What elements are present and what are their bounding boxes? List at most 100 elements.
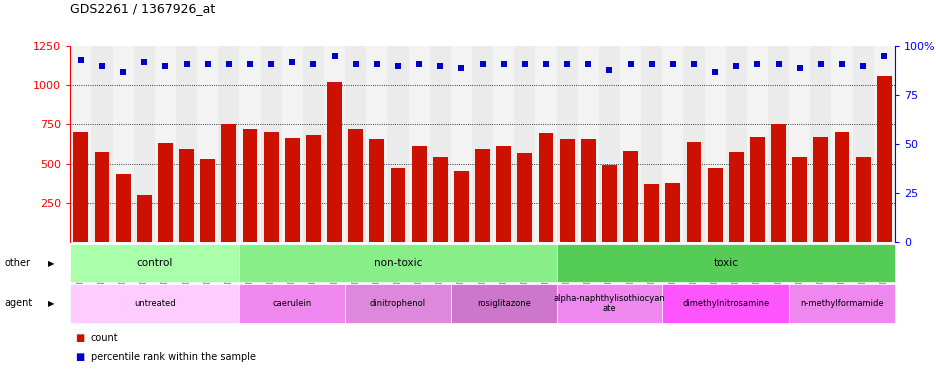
Bar <box>872 46 894 242</box>
Text: ▶: ▶ <box>49 258 54 268</box>
Bar <box>158 143 172 242</box>
Bar <box>344 46 366 242</box>
Text: caerulein: caerulein <box>272 299 312 308</box>
Text: ■: ■ <box>75 333 84 343</box>
Bar <box>454 170 468 242</box>
Bar <box>432 157 447 242</box>
Point <box>200 61 215 67</box>
Bar <box>496 146 510 242</box>
Point <box>622 61 637 67</box>
Bar <box>306 136 320 242</box>
Bar <box>812 137 827 242</box>
Bar <box>834 132 848 242</box>
Bar <box>112 46 134 242</box>
Point <box>812 61 827 67</box>
Bar <box>282 46 302 242</box>
Bar <box>369 139 384 242</box>
Bar <box>116 174 130 242</box>
Point <box>453 65 468 71</box>
Point <box>390 63 405 69</box>
Point <box>158 63 173 69</box>
Bar <box>179 149 194 242</box>
Point <box>305 61 320 67</box>
Bar <box>578 46 598 242</box>
Bar <box>240 46 260 242</box>
Bar <box>644 184 658 242</box>
Bar <box>134 46 154 242</box>
Bar <box>855 157 870 242</box>
Point <box>791 65 806 71</box>
Point <box>242 61 257 67</box>
Bar <box>622 151 637 242</box>
Point <box>855 63 870 69</box>
Point <box>580 61 595 67</box>
Text: untreated: untreated <box>134 299 175 308</box>
Point <box>496 61 511 67</box>
Bar <box>221 124 236 242</box>
Text: GDS2261 / 1367926_at: GDS2261 / 1367926_at <box>70 2 215 15</box>
Point <box>285 59 300 65</box>
Text: non-toxic: non-toxic <box>373 258 422 268</box>
Bar <box>176 46 197 242</box>
Bar <box>662 46 682 242</box>
Bar <box>517 153 532 242</box>
Bar <box>707 167 722 242</box>
Bar <box>408 46 430 242</box>
Point <box>369 61 384 67</box>
Point <box>115 68 130 74</box>
Point <box>644 61 659 67</box>
Text: control: control <box>137 258 173 268</box>
Point <box>876 53 891 59</box>
Bar <box>686 142 701 242</box>
Text: ■: ■ <box>75 352 84 362</box>
Point <box>538 61 553 67</box>
Text: count: count <box>91 333 118 343</box>
Text: rosiglitazone: rosiglitazone <box>476 299 530 308</box>
Bar <box>810 46 830 242</box>
Bar <box>768 46 788 242</box>
Bar <box>200 159 215 242</box>
Point <box>221 61 236 67</box>
Bar <box>534 46 556 242</box>
Point <box>601 66 616 73</box>
Bar <box>387 46 408 242</box>
Bar <box>538 133 553 242</box>
Bar <box>665 183 680 242</box>
Bar <box>728 152 743 242</box>
Point <box>411 61 426 67</box>
Point <box>432 63 447 69</box>
Bar <box>620 46 640 242</box>
Text: dimethylnitrosamine: dimethylnitrosamine <box>681 299 768 308</box>
Bar <box>73 132 88 242</box>
Bar <box>366 46 387 242</box>
Point <box>517 61 532 67</box>
Bar <box>390 167 405 242</box>
Bar <box>788 46 810 242</box>
Point <box>73 57 88 63</box>
Bar <box>95 152 110 242</box>
Bar <box>430 46 450 242</box>
Point <box>475 61 490 67</box>
Point <box>749 61 764 67</box>
Bar <box>514 46 534 242</box>
Bar <box>218 46 240 242</box>
Bar <box>704 46 724 242</box>
Point <box>327 53 342 59</box>
Bar <box>260 46 282 242</box>
Bar <box>749 137 764 242</box>
Bar <box>580 139 595 242</box>
Point <box>834 61 849 67</box>
Bar <box>348 129 363 242</box>
Bar <box>559 139 574 242</box>
Point <box>770 61 785 67</box>
Bar <box>852 46 872 242</box>
Point <box>728 63 743 69</box>
Bar <box>137 195 152 242</box>
Point <box>179 61 194 67</box>
Bar <box>640 46 662 242</box>
Bar <box>92 46 112 242</box>
Bar <box>876 76 891 242</box>
Bar <box>556 46 578 242</box>
Bar <box>475 149 490 242</box>
Text: agent: agent <box>5 298 33 308</box>
